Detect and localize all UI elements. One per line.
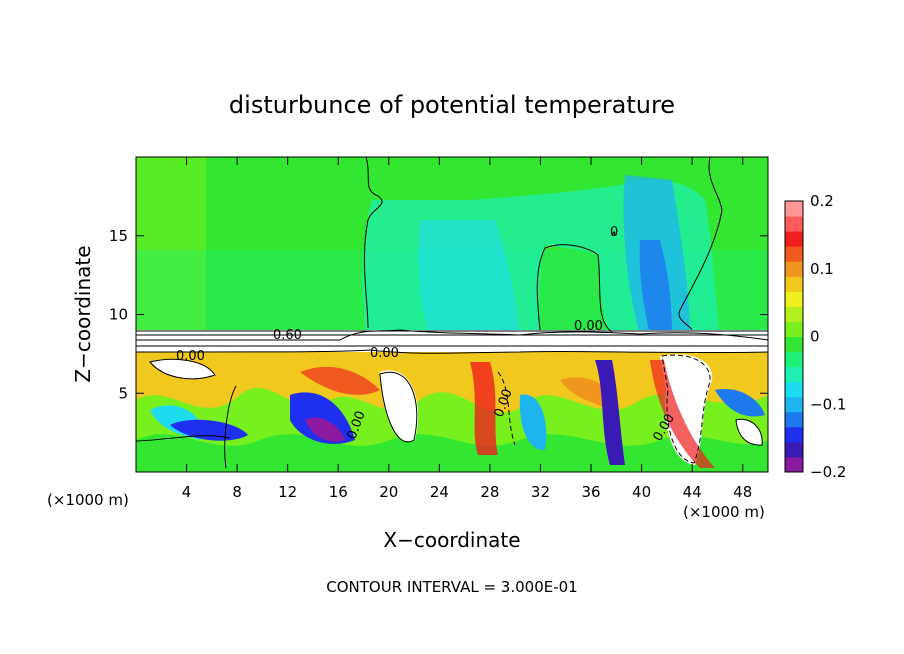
contour-line bbox=[136, 435, 231, 442]
contour-label: 0.00 bbox=[574, 319, 603, 334]
x-tick-label: 8 bbox=[232, 483, 242, 501]
contour-interval-note: CONTOUR INTERVAL = 3.000E-01 bbox=[326, 578, 577, 596]
colorbar-swatch bbox=[785, 231, 803, 247]
warm-patch-2 bbox=[470, 362, 498, 455]
upper-layer-warm-left bbox=[136, 157, 206, 337]
colorbar bbox=[785, 201, 803, 473]
y-tick-label: 15 bbox=[109, 227, 128, 245]
contour-label: 0.60 bbox=[273, 328, 302, 343]
colorbar-swatch bbox=[785, 426, 803, 443]
colorbar-tick-label: 0.1 bbox=[810, 260, 834, 278]
cool-patch-5 bbox=[715, 389, 765, 417]
x-tick-label: 12 bbox=[278, 483, 297, 501]
x-tick-label: 48 bbox=[733, 483, 752, 501]
colorbar-swatch bbox=[785, 246, 803, 262]
contour-line bbox=[379, 371, 418, 443]
contour-line bbox=[224, 385, 237, 469]
contour-label: 0 bbox=[610, 225, 618, 240]
x-tick-label: 20 bbox=[379, 483, 398, 501]
cool-patch-4 bbox=[519, 394, 547, 451]
white-patch-3 bbox=[660, 354, 713, 465]
colorbar-tick-label: −0.1 bbox=[810, 395, 846, 413]
cold-plume-core bbox=[639, 240, 672, 336]
cool-patch-2 bbox=[170, 419, 248, 441]
x-tick-label: 36 bbox=[581, 483, 600, 501]
warm-patch-1 bbox=[300, 366, 380, 395]
x-tick-label: 24 bbox=[430, 483, 449, 501]
y-axis-title: Z−coordinate bbox=[71, 245, 95, 382]
warm-patch-3 bbox=[560, 377, 612, 410]
plot-area: 0.60 0.00 0.00 0.00 0.00 0.00 0.00 0 bbox=[136, 157, 768, 472]
chart-title: disturbunce of potential temperature bbox=[229, 91, 675, 119]
contour-label: 0.00 bbox=[176, 349, 205, 364]
x-tick-label: 44 bbox=[683, 483, 702, 501]
x-unit-label-right: (×1000 m) bbox=[683, 503, 765, 521]
contour-line bbox=[735, 418, 763, 446]
colorbar-swatch bbox=[785, 261, 803, 277]
colorbar-tick-label: 0 bbox=[810, 328, 820, 346]
colorbar-tick-label: 0.2 bbox=[810, 192, 834, 210]
colorbar-frame bbox=[784, 200, 804, 473]
contour-line bbox=[136, 329, 768, 341]
x-unit-label-left: (×1000 m) bbox=[47, 491, 129, 509]
x-tick-label: 16 bbox=[329, 483, 348, 501]
cool-column bbox=[595, 360, 625, 465]
colorbar-swatch bbox=[785, 441, 803, 458]
warm-streak bbox=[650, 360, 715, 468]
contour-line bbox=[611, 231, 616, 237]
cool-region-2 bbox=[418, 220, 520, 336]
y-tick-label: 10 bbox=[109, 306, 128, 324]
interface-band bbox=[136, 330, 768, 354]
colorbar-swatch bbox=[785, 276, 803, 292]
white-patch-4 bbox=[150, 359, 215, 379]
colorbar-ticks: 0.2 0.1 0 −0.1 −0.2 bbox=[810, 192, 846, 481]
contour-line bbox=[661, 354, 711, 464]
colorbar-swatch bbox=[785, 351, 803, 368]
y-tick-label: 5 bbox=[118, 384, 128, 402]
x-tick-label: 32 bbox=[531, 483, 550, 501]
contour-line bbox=[136, 349, 768, 354]
colorbar-swatch bbox=[785, 396, 803, 413]
colorbar-swatch bbox=[785, 336, 803, 353]
contour-line bbox=[497, 371, 516, 446]
x-axis-title: X−coordinate bbox=[383, 528, 520, 552]
colorbar-swatch bbox=[785, 366, 803, 383]
contour-lines bbox=[136, 157, 768, 469]
contour-line bbox=[678, 157, 723, 331]
colorbar-tick-label: −0.2 bbox=[810, 463, 846, 481]
y-axis: 5 10 15 bbox=[109, 227, 768, 402]
colorbar-swatch bbox=[785, 216, 803, 232]
colorbar-swatch bbox=[785, 306, 803, 322]
colorbar-swatch bbox=[785, 381, 803, 398]
x-tick-label: 40 bbox=[632, 483, 651, 501]
x-tick-label: 28 bbox=[480, 483, 499, 501]
colorbar-swatch bbox=[785, 411, 803, 428]
contour-line bbox=[363, 157, 383, 329]
x-tick-label: 4 bbox=[182, 483, 192, 501]
contour-label: 0.00 bbox=[370, 346, 399, 361]
white-patch-2 bbox=[380, 370, 419, 442]
colorbar-swatch bbox=[785, 201, 803, 217]
colorbar-swatch bbox=[785, 456, 803, 473]
contour-line bbox=[149, 358, 216, 380]
cool-patch-3-core bbox=[305, 417, 345, 442]
x-axis: 4 8 12 16 20 24 28 32 36 40 44 48 bbox=[182, 157, 752, 501]
colorbar-swatch bbox=[785, 291, 803, 307]
colorbar-swatch bbox=[785, 321, 803, 337]
contour-line bbox=[536, 244, 613, 333]
